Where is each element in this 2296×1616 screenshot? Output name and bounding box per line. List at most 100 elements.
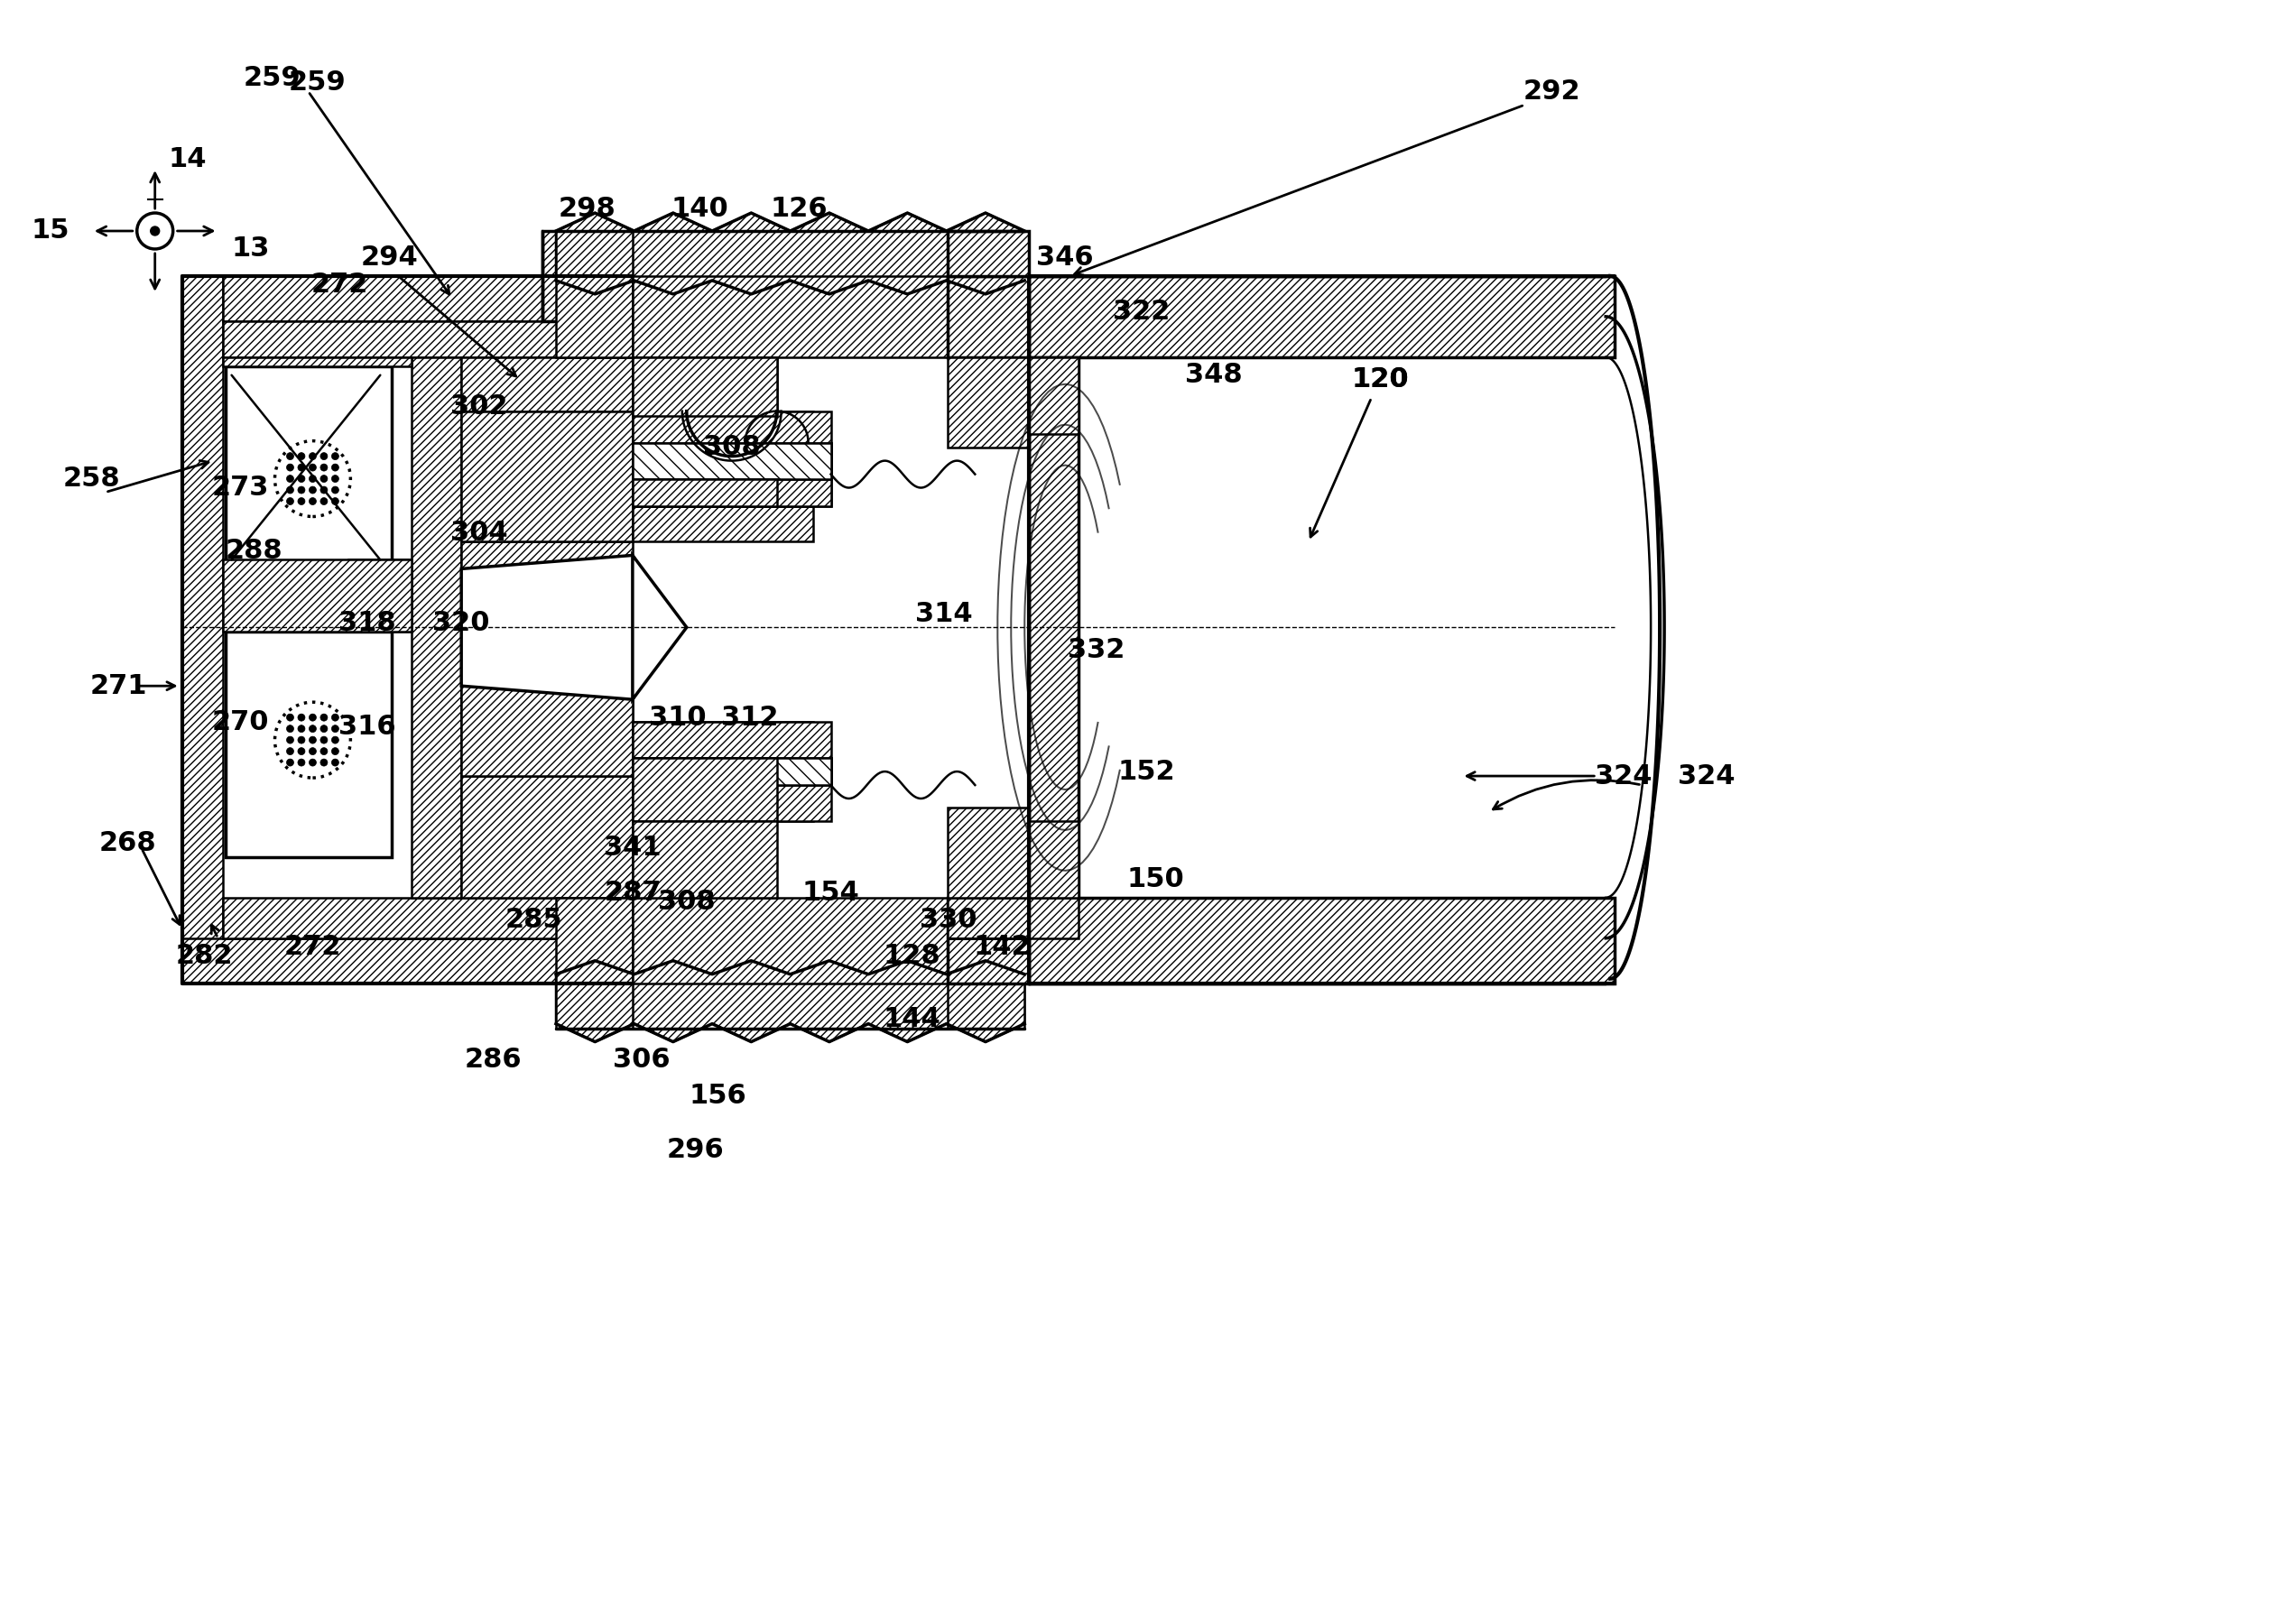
Polygon shape [461, 410, 634, 541]
Text: 296: 296 [666, 1136, 726, 1164]
Circle shape [298, 452, 305, 461]
Polygon shape [634, 722, 831, 821]
Circle shape [287, 726, 294, 732]
Circle shape [331, 760, 340, 766]
Polygon shape [223, 322, 634, 357]
Text: 140: 140 [670, 196, 728, 221]
Polygon shape [634, 410, 813, 443]
Circle shape [321, 714, 328, 721]
Circle shape [287, 748, 294, 755]
Polygon shape [556, 960, 1024, 1042]
Polygon shape [948, 357, 1029, 448]
Polygon shape [948, 808, 1029, 897]
Text: 346: 346 [1035, 246, 1093, 271]
Circle shape [331, 452, 340, 461]
Circle shape [331, 475, 340, 482]
Text: 142: 142 [974, 934, 1031, 960]
Text: 312: 312 [721, 705, 778, 730]
Polygon shape [948, 276, 1029, 357]
Text: 13: 13 [232, 236, 271, 262]
Polygon shape [461, 659, 634, 722]
Text: 268: 268 [99, 831, 156, 856]
Text: 308: 308 [659, 889, 716, 915]
Polygon shape [634, 357, 776, 410]
Polygon shape [948, 231, 1024, 357]
Text: 120: 120 [1352, 367, 1410, 393]
Text: 288: 288 [225, 538, 282, 564]
Text: 304: 304 [450, 520, 507, 546]
Circle shape [331, 498, 340, 504]
Text: 270: 270 [211, 709, 269, 735]
Polygon shape [223, 559, 411, 632]
Polygon shape [634, 897, 1029, 983]
Circle shape [331, 748, 340, 755]
Polygon shape [634, 478, 776, 506]
Circle shape [321, 748, 328, 755]
Text: 152: 152 [1118, 758, 1176, 785]
Circle shape [287, 464, 294, 472]
Text: 306: 306 [613, 1047, 670, 1073]
Circle shape [138, 213, 172, 249]
Polygon shape [634, 410, 831, 506]
Circle shape [298, 464, 305, 472]
Text: 324: 324 [1596, 763, 1653, 789]
Polygon shape [1029, 357, 1079, 897]
Polygon shape [948, 897, 1029, 939]
Circle shape [310, 452, 317, 461]
Circle shape [287, 452, 294, 461]
Circle shape [287, 486, 294, 493]
Text: 316: 316 [338, 713, 395, 740]
Polygon shape [634, 556, 687, 700]
Polygon shape [556, 213, 1024, 294]
Polygon shape [634, 758, 776, 821]
Circle shape [310, 737, 317, 743]
Polygon shape [461, 556, 677, 700]
Text: 330: 330 [918, 907, 976, 934]
Polygon shape [1029, 821, 1079, 897]
Circle shape [321, 737, 328, 743]
Circle shape [321, 452, 328, 461]
Circle shape [298, 726, 305, 732]
Bar [634, 443, 831, 478]
Circle shape [298, 760, 305, 766]
Circle shape [276, 441, 351, 517]
Text: 320: 320 [432, 609, 489, 637]
Text: 282: 282 [177, 944, 234, 970]
Polygon shape [948, 897, 1079, 939]
Polygon shape [349, 559, 411, 632]
Polygon shape [223, 357, 411, 367]
Polygon shape [461, 357, 634, 410]
Text: 150: 150 [1127, 866, 1185, 892]
Polygon shape [634, 785, 813, 821]
Bar [634, 758, 831, 785]
Polygon shape [634, 443, 831, 478]
Circle shape [310, 760, 317, 766]
Bar [225, 367, 393, 579]
Text: 15: 15 [32, 218, 69, 244]
Text: 272: 272 [310, 271, 367, 297]
Text: 348: 348 [1185, 362, 1242, 388]
Polygon shape [634, 821, 776, 897]
Circle shape [331, 726, 340, 732]
Text: 310: 310 [650, 705, 707, 730]
Text: 286: 286 [464, 1047, 521, 1073]
Circle shape [310, 486, 317, 493]
Circle shape [331, 737, 340, 743]
Text: 285: 285 [505, 907, 563, 934]
Polygon shape [948, 897, 1029, 983]
Circle shape [321, 726, 328, 732]
Circle shape [287, 760, 294, 766]
Polygon shape [411, 357, 461, 897]
Text: 156: 156 [689, 1083, 746, 1109]
Circle shape [298, 748, 305, 755]
Text: 259: 259 [243, 65, 301, 90]
Circle shape [298, 737, 305, 743]
Text: 322: 322 [1114, 299, 1171, 325]
Bar [634, 443, 831, 506]
Circle shape [321, 486, 328, 493]
Circle shape [310, 726, 317, 732]
Polygon shape [181, 939, 634, 983]
Polygon shape [461, 659, 634, 776]
Polygon shape [181, 276, 223, 983]
Polygon shape [634, 506, 813, 541]
